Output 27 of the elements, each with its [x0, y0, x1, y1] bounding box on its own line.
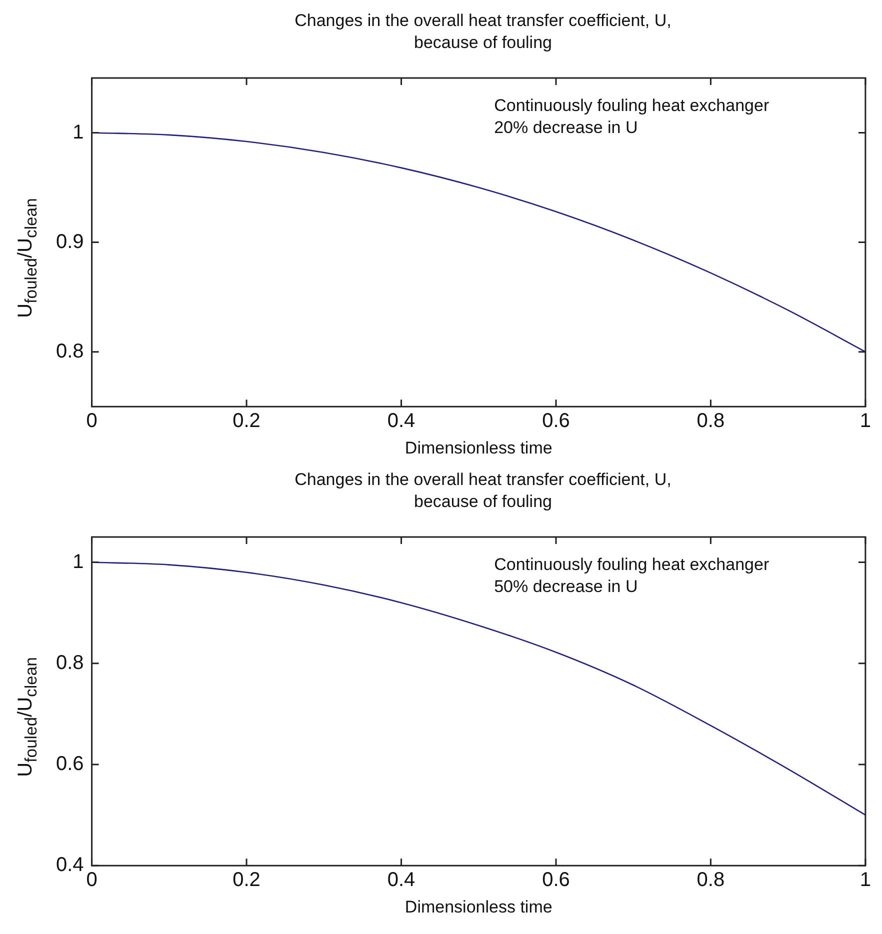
annotation: 50% decrease in U — [494, 577, 638, 596]
y-tick-label: 0.8 — [56, 340, 84, 362]
chart-title: Changes in the overall heat transfer coefficient, U, because of fouling — [294, 10, 672, 54]
chart-title: Changes in the overall heat transfer coefficient, U, because of fouling — [294, 469, 672, 513]
y-tick-label: 0.4 — [56, 854, 84, 876]
y-tick-label: 0.9 — [56, 230, 84, 253]
x-tick-label: 0.4 — [387, 410, 416, 432]
annotation: 20% decrease in U — [494, 118, 638, 138]
x-tick-label: 0 — [86, 869, 98, 892]
x-tick-label: 0.2 — [232, 410, 260, 432]
y-tick-label: 0.6 — [56, 753, 84, 776]
x-axis-title: Dimensionless time — [404, 438, 552, 458]
x-tick-label: 0.8 — [696, 410, 725, 432]
annotation: Continuously fouling heat exchanger — [494, 96, 770, 116]
y-tick-label: 1 — [72, 550, 84, 573]
x-tick-label: 1 — [860, 410, 871, 432]
x-tick-label: 0.4 — [387, 869, 416, 892]
y-tick-label: 1 — [72, 121, 84, 144]
x-tick-label: 0 — [86, 410, 98, 432]
x-tick-label: 0.6 — [542, 869, 570, 892]
x-tick-label: 0.2 — [232, 869, 260, 892]
x-axis-title: Dimensionless time — [404, 897, 552, 916]
x-tick-label: 0.6 — [542, 410, 570, 432]
x-tick-label: 0.8 — [696, 869, 725, 892]
x-tick-label: 1 — [860, 869, 871, 892]
annotation: Continuously fouling heat exchanger — [494, 555, 770, 574]
y-tick-label: 0.8 — [56, 652, 84, 674]
